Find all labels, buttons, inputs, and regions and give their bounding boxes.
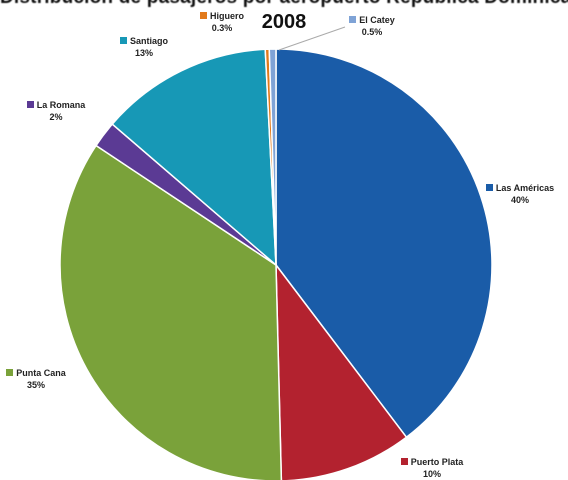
slice-percent-higuero: 0.3%: [211, 23, 233, 33]
legend-swatch-puerto-plata: [400, 458, 408, 465]
slice-percent-las-am-ricas: 40%: [510, 195, 529, 205]
slice-label-punta-cana: Punta Cana 35%: [0, 367, 96, 391]
slice-name-el-catey: El Catey: [359, 15, 395, 25]
chart-title-year: 2008: [261, 11, 307, 33]
slice-percent-punta-cana: 35%: [26, 380, 45, 390]
legend-swatch-higuero: [199, 12, 207, 19]
slice-label-las-am-ricas: Las Américas 40%: [460, 182, 568, 206]
slice-percent-el-catey: 0.5%: [361, 27, 383, 37]
slice-percent-puerto-plata: 10%: [422, 469, 441, 479]
legend-swatch-las-am-ricas: [485, 184, 493, 191]
slice-label-higuero: Higuero 0.3%: [162, 10, 282, 34]
slice-name-la-romana: La Romana: [36, 100, 86, 110]
slice-name-puerto-plata: Puerto Plata: [410, 457, 464, 467]
slice-name-punta-cana: Punta Cana: [16, 368, 66, 378]
legend-swatch-el-catey: [349, 16, 357, 23]
slice-percent-la-romana: 2%: [49, 112, 63, 122]
pie-slice-santiago: [111, 48, 277, 267]
slice-label-santiago: Santiago 13%: [84, 35, 204, 59]
leader-line-el-catey: [278, 26, 346, 51]
pie-slice-el-catey: [268, 48, 277, 266]
legend-swatch-santiago: [119, 37, 127, 44]
slice-label-puerto-plata: Puerto Plata 10%: [372, 456, 492, 480]
slice-name-santiago: Santiago: [129, 36, 168, 46]
legend-swatch-punta-cana: [6, 369, 14, 376]
slice-label-la-romana: La Romana 2%: [0, 99, 116, 123]
pie-slice-las-am-ricas: [275, 48, 493, 439]
slice-label-el-catey: El Catey 0.5%: [312, 14, 432, 38]
legend-swatch-la-romana: [26, 101, 34, 108]
chart-title-partial: Distribución de pasajeros por aeropuerto…: [0, 0, 568, 9]
slice-name-las-am-ricas: Las Américas: [495, 183, 555, 193]
slice-percent-santiago: 13%: [134, 48, 153, 58]
pie-slice-punta-cana: [59, 144, 283, 480]
pie-slice-puerto-plata: [275, 262, 408, 480]
slice-name-higuero: Higuero: [209, 11, 244, 21]
